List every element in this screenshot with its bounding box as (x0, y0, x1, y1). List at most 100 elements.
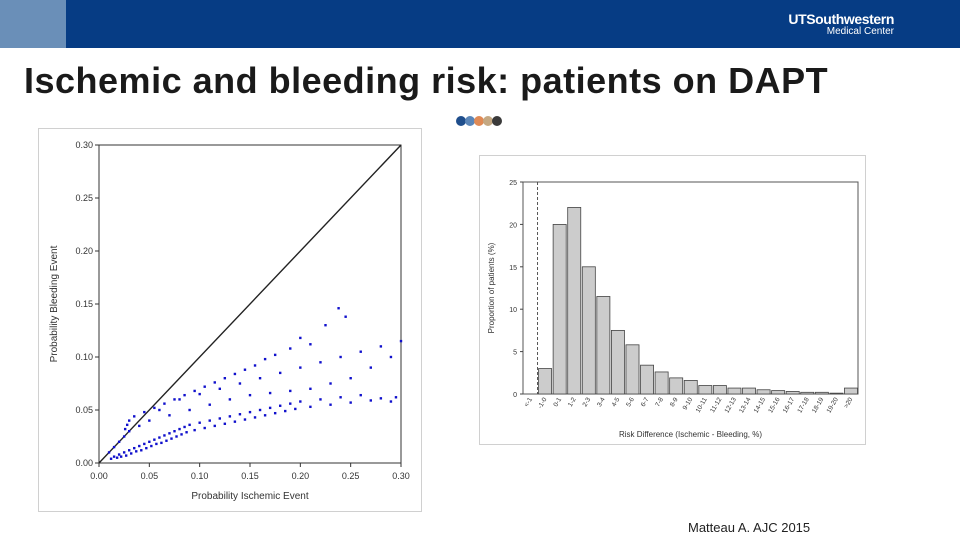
identity-line (98, 144, 402, 464)
scatter-point (223, 377, 227, 380)
scatter-point (183, 425, 186, 429)
scatter-point (140, 449, 143, 452)
scatter-point (228, 398, 232, 401)
scatter-point (228, 415, 232, 418)
histogram-bar (756, 389, 771, 395)
x-tick-label: 0.15 (241, 471, 259, 481)
x-tick-label: 8-9 (669, 396, 680, 408)
scatter-point (299, 400, 302, 403)
histogram-bar (727, 387, 742, 395)
scatter-point (148, 419, 151, 422)
scatter-point (188, 423, 191, 427)
scatter-point (319, 398, 322, 401)
x-tick-label: 18-19 (811, 396, 826, 414)
y-tick-label: 0.30 (75, 140, 93, 150)
ut-southwestern-logo: UTSouthwestern Medical Center (788, 12, 894, 37)
scatter-point (299, 336, 302, 340)
y-tick-label: 0.10 (75, 352, 93, 362)
x-tick-label: >20 (843, 396, 855, 409)
scatter-point (309, 343, 312, 346)
scatter-point (289, 389, 292, 393)
scatter-point (294, 407, 297, 411)
x-tick-label: 0.10 (191, 471, 209, 481)
x-tick-label: 4-5 (611, 396, 622, 408)
scatter-point (309, 405, 312, 409)
scatter-point (112, 445, 116, 449)
scatter-point (349, 401, 352, 404)
scatter-point (359, 393, 362, 397)
scatter-point (185, 431, 188, 434)
histogram-bar (712, 385, 727, 395)
x-tick-label: 6-7 (640, 396, 651, 408)
scatter-point (233, 420, 237, 423)
scatter-point (183, 393, 186, 397)
x-tick-label: 16-17 (782, 396, 797, 414)
scatter-point (130, 452, 133, 455)
scatter-point (263, 357, 267, 361)
scatter-point (128, 449, 131, 452)
x-tick-label: 14-15 (753, 396, 768, 414)
scatter-point (344, 315, 347, 318)
logo-text-primary: UTSouthwestern (788, 11, 894, 27)
decor-dot (483, 116, 493, 126)
scatter-point (188, 408, 191, 412)
y-tick-label: 0 (513, 392, 517, 399)
scatter-point (117, 440, 121, 443)
scatter-point (193, 428, 196, 432)
x-axis-label: Risk Difference (Ischemic - Bleeding, %) (619, 430, 762, 439)
scatter-point (329, 403, 332, 406)
y-tick-label: 5 (513, 350, 517, 357)
scatter-point (299, 366, 302, 369)
scatter-plot-panel: 0.00 0.05 0.10 0.15 0.20 0.25 0.30 0.00 0.05 0.10… (38, 128, 422, 512)
scatter-point (117, 453, 121, 456)
scatter-point (128, 419, 131, 422)
x-tick-label: -1-0 (537, 396, 549, 410)
scatter-point (339, 396, 342, 399)
scatter-point (203, 385, 206, 388)
scatter-point (143, 442, 146, 446)
x-tick-label: 15-16 (767, 396, 782, 414)
scatter-point (119, 455, 123, 458)
scatter-point (128, 430, 131, 433)
histogram-bar (596, 296, 611, 395)
scatter-point (107, 451, 111, 454)
scatter-point (158, 408, 161, 412)
scatter-point (268, 391, 272, 395)
scatter-point (155, 442, 158, 446)
histogram-bar (800, 391, 815, 395)
scatter-point (170, 437, 173, 440)
x-tick-label: 3-4 (596, 396, 607, 408)
x-axis-label: Probability Ischemic Event (191, 491, 308, 502)
scatter-point (339, 355, 342, 359)
scatter-point (337, 307, 340, 310)
scatter-point (175, 435, 178, 438)
scatter-point (203, 426, 206, 430)
scatter-point (379, 397, 383, 400)
histogram-bar (814, 391, 829, 395)
histogram-bar (581, 266, 596, 395)
scatter-point (125, 423, 129, 427)
x-tick-label: 7-8 (654, 396, 665, 408)
histogram-bar (698, 385, 713, 395)
scatter-point (273, 353, 277, 357)
scatter-point (279, 404, 282, 407)
scatter-point (178, 427, 181, 431)
scatter-point (243, 418, 247, 421)
x-tick-label: 9-10 (682, 396, 695, 411)
histogram-bar (742, 387, 756, 395)
scatter-point (258, 377, 262, 380)
slide-title: Ischemic and bleeding risk: patients on … (24, 60, 829, 101)
scatter-point (309, 387, 312, 390)
y-axis-label: Probability Bleeding Event (49, 245, 60, 362)
y-tick-label: 0.25 (75, 193, 93, 203)
scatter-point (165, 439, 168, 442)
histogram-bar (552, 224, 567, 395)
scatter-point (273, 411, 277, 415)
scatter-point (213, 424, 216, 428)
scatter-point (138, 444, 141, 448)
scatter-point (248, 393, 252, 397)
citation: Matteau A. AJC 2015 (688, 520, 811, 535)
scatter-point (394, 396, 398, 399)
y-tick-label: 25 (509, 180, 517, 187)
scatter-point (112, 455, 116, 458)
